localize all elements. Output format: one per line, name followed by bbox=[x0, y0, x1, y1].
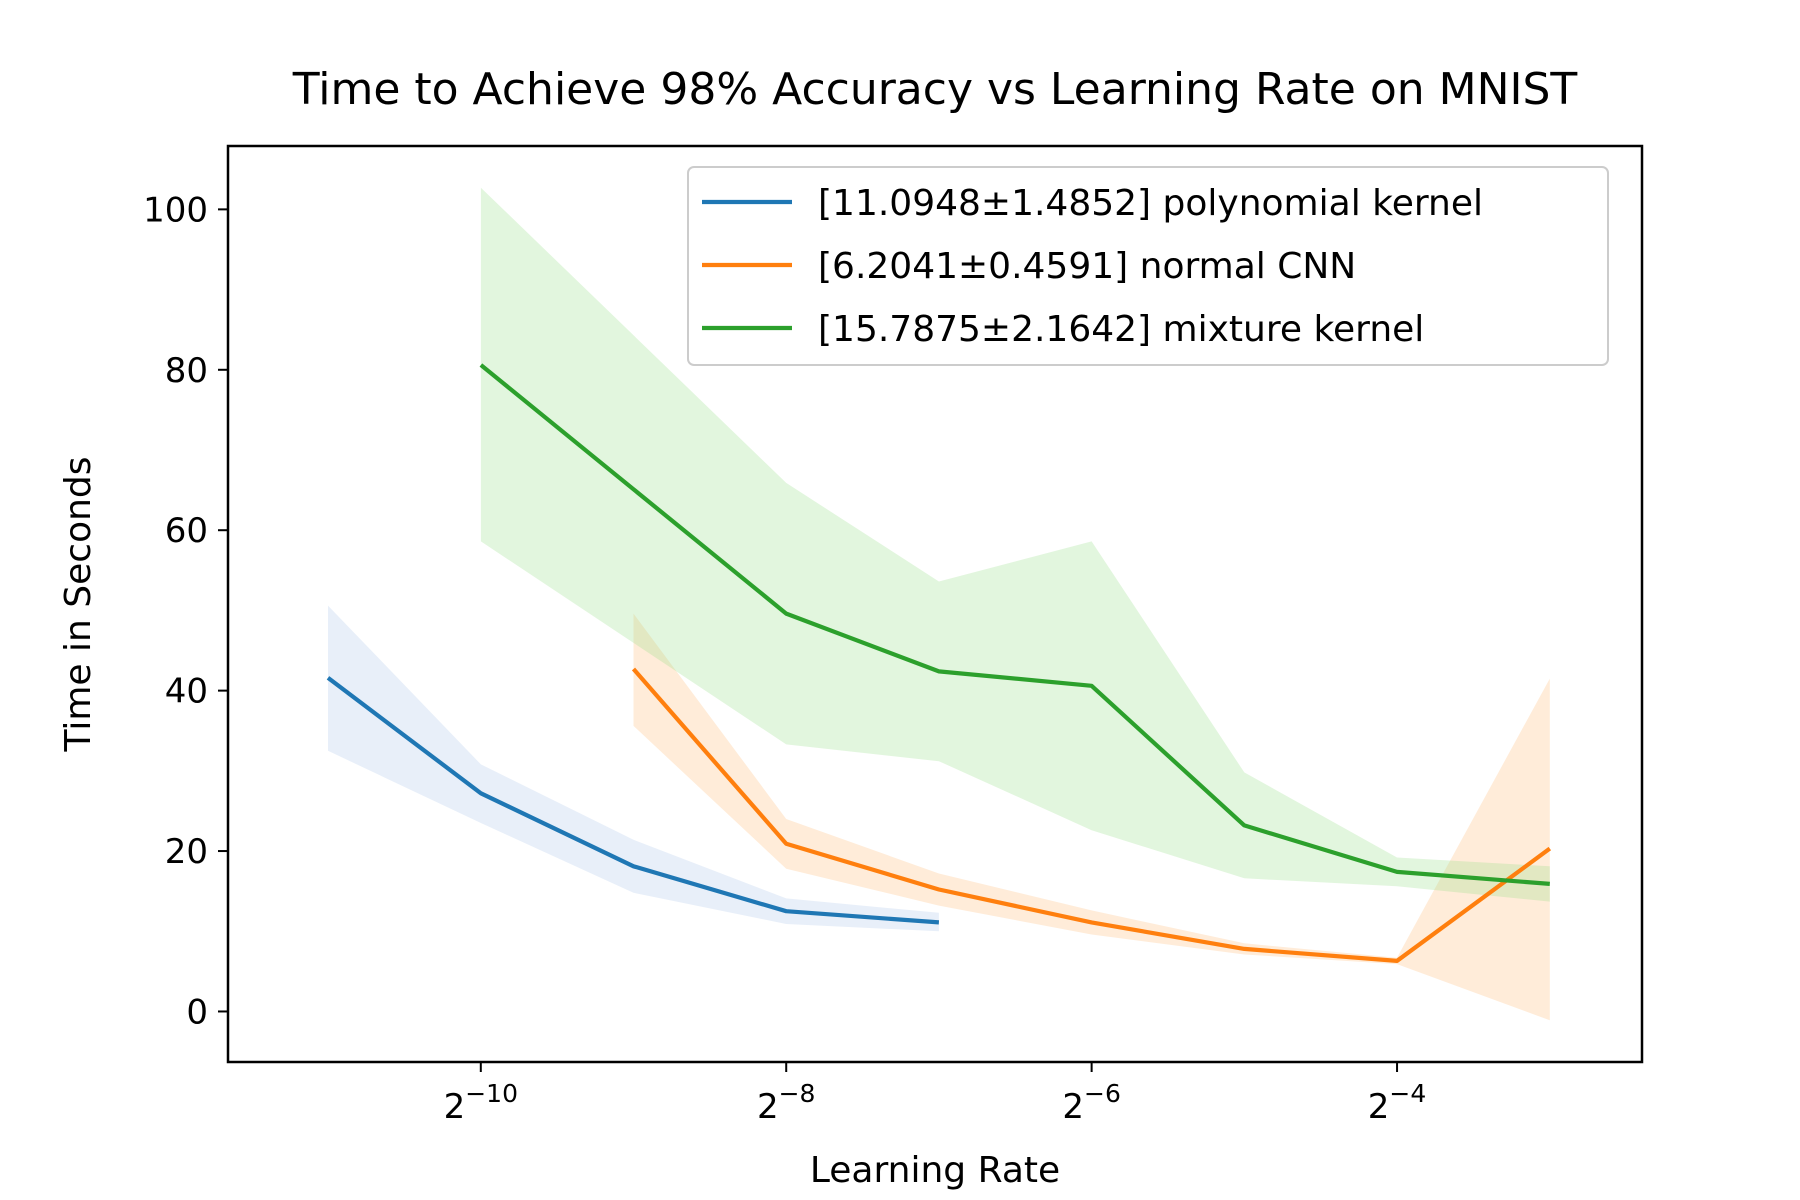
series-lines bbox=[326, 363, 1552, 964]
series-2-line bbox=[479, 363, 1550, 886]
x-tick-label: 2−6 bbox=[1062, 1079, 1121, 1127]
series-2-confidence-band bbox=[480, 187, 1550, 902]
x-axis: 2−10 2−8 2−6 2−4 bbox=[444, 1062, 1427, 1127]
y-tick-label: 40 bbox=[165, 672, 208, 712]
x-tick-label: 2−4 bbox=[1368, 1079, 1427, 1127]
chart-title: Time to Achieve 98% Accuracy vs Learning… bbox=[292, 64, 1578, 115]
series-1-line bbox=[631, 667, 1552, 964]
legend-box bbox=[687, 166, 1609, 366]
series-1-confidence-band bbox=[633, 613, 1550, 1021]
legend-label: [11.0948±1.4852] polynomial kernel bbox=[818, 183, 1483, 224]
legend-label: [6.2041±0.4591] normal CNN bbox=[818, 246, 1356, 287]
y-tick-label: 80 bbox=[165, 351, 208, 391]
plot-area-frame bbox=[226, 144, 1644, 1064]
series-0-line bbox=[326, 676, 940, 925]
y-tick-label: 20 bbox=[165, 832, 208, 872]
y-tick-label: 100 bbox=[143, 190, 208, 230]
y-axis: 0 20 40 60 80 100 bbox=[143, 190, 228, 1032]
y-tick-label: 0 bbox=[186, 992, 208, 1032]
x-tick-label: 2−8 bbox=[757, 1079, 816, 1127]
legend: [11.0948±1.4852] polynomial kernel [6.204… bbox=[687, 166, 1609, 366]
legend-label: [15.7875±2.1642] mixture kernel bbox=[818, 309, 1424, 350]
x-tick-label: 2−10 bbox=[444, 1079, 518, 1127]
y-axis-label: Time in Seconds bbox=[58, 456, 99, 752]
x-axis-label: Learning Rate bbox=[810, 1150, 1060, 1191]
y-tick-label: 60 bbox=[165, 511, 208, 551]
